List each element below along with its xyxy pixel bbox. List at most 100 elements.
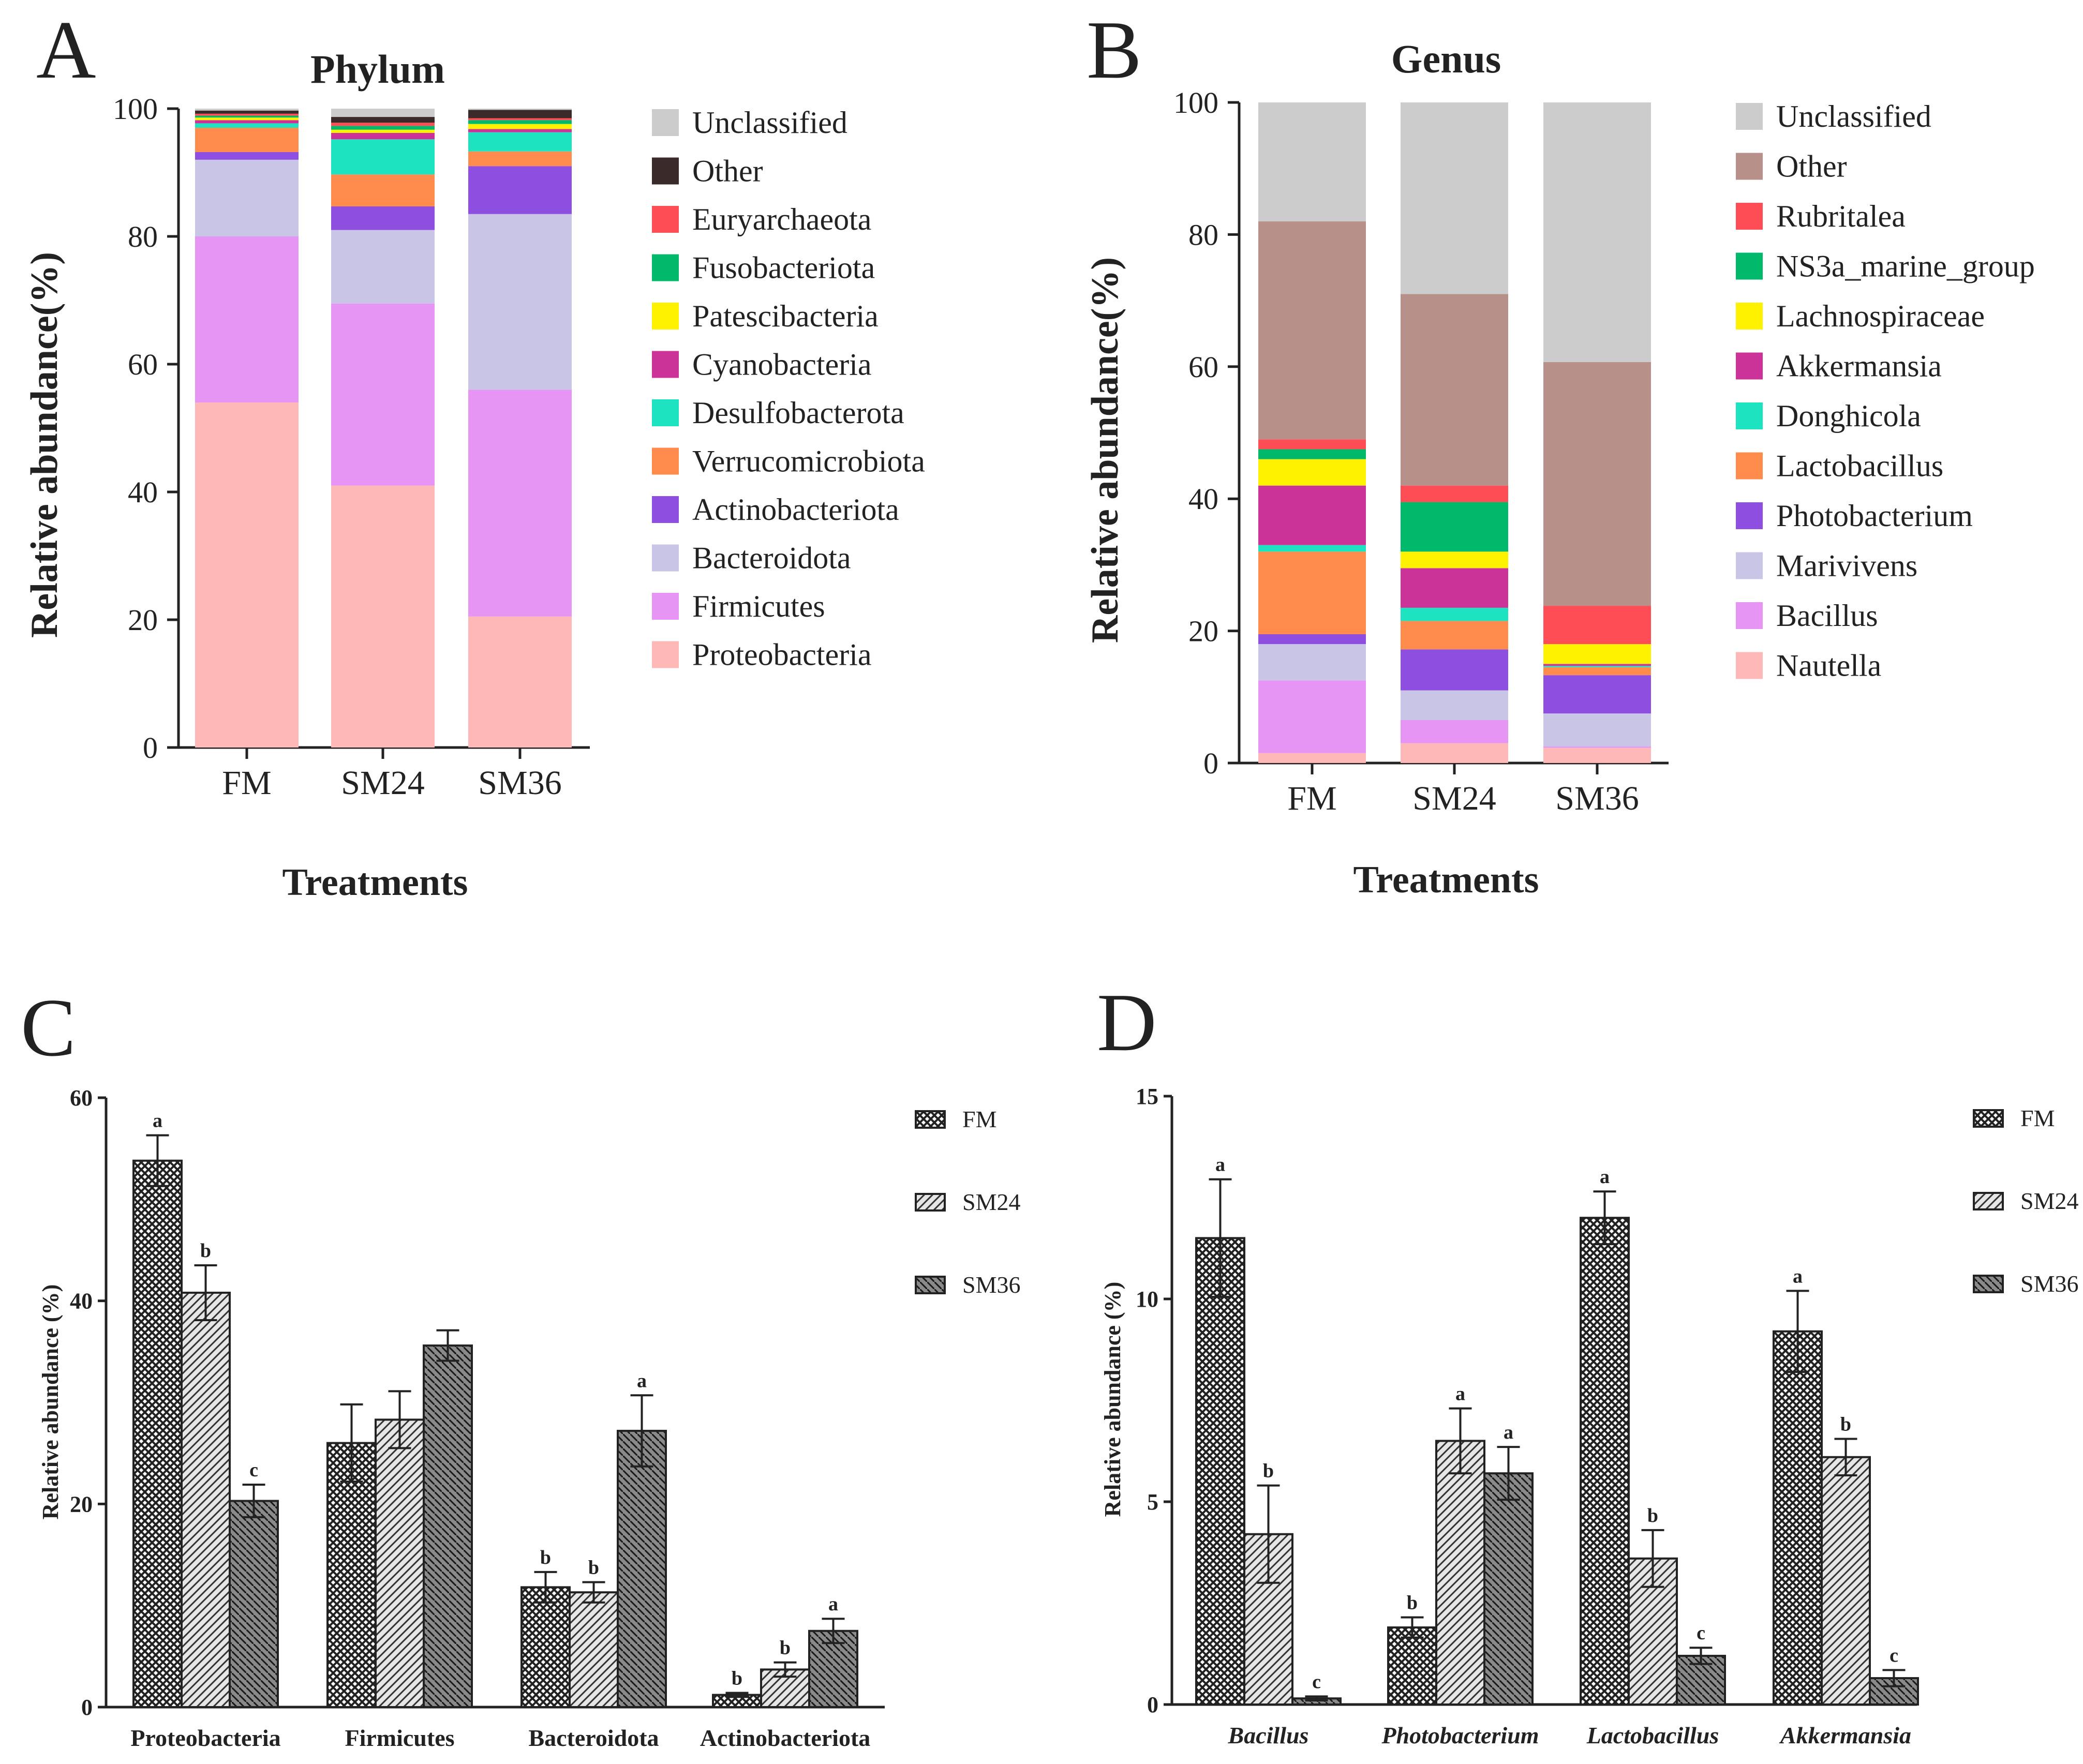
chart-a-title: Phylum bbox=[310, 47, 445, 92]
legend-swatch-desulfobacterota bbox=[652, 399, 679, 426]
legend-swatch-sm36 bbox=[915, 1276, 946, 1294]
panel-letter-b: B bbox=[1087, 4, 1142, 96]
bar-sm36-firmicutes bbox=[423, 1344, 473, 1708]
legend-label: Bacillus bbox=[1776, 599, 1878, 633]
legend-swatch-sm24 bbox=[915, 1193, 946, 1212]
y-tick-label: 20 bbox=[70, 1491, 93, 1517]
bar-segment-actinobacteriota bbox=[468, 166, 572, 214]
legend-swatch-actinobacteriota bbox=[652, 496, 679, 523]
bar-segment-bacillus bbox=[1401, 720, 1508, 743]
y-tick-label: 15 bbox=[1136, 1084, 1158, 1109]
bar-segment-ns3a-marine-group bbox=[1258, 449, 1366, 459]
significance-letter: b bbox=[780, 1637, 791, 1659]
significance-letter: b bbox=[588, 1557, 599, 1579]
bar-segment-bacillus bbox=[1543, 746, 1651, 748]
chart-b-plot: 0 20 40 60 80 100 FM SM24 SM36 bbox=[1173, 86, 1669, 817]
legend-label: SM24 bbox=[962, 1189, 1020, 1215]
legend-swatch-fm bbox=[1973, 1109, 2004, 1128]
legend-label: Actinobacteriota bbox=[692, 492, 899, 527]
legend-label: Rubritalea bbox=[1776, 199, 1906, 233]
bar-fm-akkermansia bbox=[1773, 1330, 1823, 1706]
bar-segment-patescibacteria bbox=[468, 124, 572, 129]
legend-label: Other bbox=[692, 154, 763, 188]
panel-letter-c: C bbox=[21, 981, 76, 1073]
significance-letter: c bbox=[1889, 1645, 1898, 1666]
bar-segment-photobacterium bbox=[1543, 675, 1651, 714]
significance-letter: b bbox=[1263, 1460, 1274, 1482]
legend-swatch-other bbox=[1736, 153, 1763, 180]
legend-swatch-lactobacillus bbox=[1736, 452, 1763, 480]
legend-swatch-ns3a-marine-group bbox=[1736, 252, 1763, 280]
bar-segment-unclassified bbox=[1543, 102, 1651, 362]
bar-segment-lachnospiraceae bbox=[1401, 551, 1508, 569]
y-tick-label: 20 bbox=[128, 603, 158, 637]
x-tick-label: FM bbox=[222, 764, 271, 802]
bar-segment-desulfobacterota bbox=[468, 132, 572, 152]
legend-label: Bacteroidota bbox=[692, 541, 851, 575]
bar-segment-actinobacteriota bbox=[195, 152, 299, 160]
legend-swatch-fusobacteriota bbox=[652, 254, 679, 281]
legend-swatch-photobacterium bbox=[1736, 502, 1763, 529]
significance-letter: a bbox=[828, 1593, 838, 1615]
bar-segment-donghicola bbox=[1543, 666, 1651, 667]
bar-segment-bacteroidota bbox=[468, 214, 572, 390]
legend-swatch-cyanobacteria bbox=[652, 351, 679, 378]
legend-swatch-patescibacteria bbox=[652, 303, 679, 330]
chart-a-xlabel: Treatments bbox=[282, 861, 468, 904]
panel-a-chart: Phylum Relative abundance(%) Treatments … bbox=[23, 47, 925, 904]
legend-label: Marivivens bbox=[1776, 549, 1917, 583]
chart-b-title: Genus bbox=[1391, 36, 1501, 81]
panel-b-chart: Genus Relative abundance(%) Treatments 0… bbox=[1084, 36, 2035, 901]
legend-swatch-verrucomicrobiota bbox=[652, 447, 679, 475]
bar-segment-marivivens bbox=[1258, 644, 1366, 681]
bar-segment-nautella bbox=[1543, 748, 1651, 763]
legend-swatch-unclassified bbox=[1736, 103, 1763, 130]
y-tick-label: 40 bbox=[70, 1289, 93, 1314]
bar-segment-cyanobacteria bbox=[468, 129, 572, 132]
significance-letter: a bbox=[1504, 1422, 1513, 1443]
significance-letter: a bbox=[153, 1110, 162, 1132]
bar-segment-firmicutes bbox=[195, 236, 299, 403]
legend-label: Lactobacillus bbox=[1776, 449, 1943, 483]
x-tick-label: SM36 bbox=[1555, 780, 1639, 817]
x-tick-label: SM36 bbox=[478, 764, 561, 802]
panel-c-chart: Relative abundance (%) 0 20 40 60 Proteobact… bbox=[38, 1085, 1020, 1751]
bar-sm24-akkermansia bbox=[1821, 1456, 1871, 1706]
legend-label: Verrucomicrobiota bbox=[692, 444, 925, 479]
bar-segment-unclassified bbox=[195, 109, 299, 111]
bar-segment-proteobacteria bbox=[331, 485, 435, 748]
legend-label: SM36 bbox=[2020, 1270, 2078, 1297]
bar-segment-akkermansia bbox=[1401, 568, 1508, 608]
significance-letter: b bbox=[200, 1240, 211, 1262]
bar-sm24-proteobacteria bbox=[181, 1291, 231, 1708]
bar-segment-photobacterium bbox=[1401, 649, 1508, 691]
legend-swatch-bacteroidota bbox=[652, 544, 679, 572]
bar-segment-lactobacillus bbox=[1543, 667, 1651, 676]
legend-swatch-akkermansia bbox=[1736, 352, 1763, 380]
x-tick-label: FM bbox=[1287, 780, 1336, 817]
chart-c-ylabel: Relative abundance (%) bbox=[38, 1284, 63, 1520]
category-label: Firmicutes bbox=[345, 1725, 454, 1751]
bar-segment-other bbox=[195, 110, 299, 114]
y-tick-label: 20 bbox=[1188, 615, 1218, 648]
y-tick-label: 100 bbox=[113, 92, 158, 126]
panel-letter-a: A bbox=[36, 4, 96, 96]
bar-segment-lachnospiraceae bbox=[1258, 459, 1366, 486]
bar-segment-marivivens bbox=[1401, 690, 1508, 720]
bar-segment-fusobacteriota bbox=[468, 120, 572, 124]
bar-segment-nautella bbox=[1258, 753, 1366, 763]
bar-segment-unclassified bbox=[468, 109, 572, 110]
significance-letter: c bbox=[1312, 1671, 1321, 1693]
legend-swatch-marivivens bbox=[1736, 552, 1763, 579]
significance-letter: b bbox=[1840, 1413, 1851, 1435]
legend-label: Patescibacteria bbox=[692, 299, 879, 333]
bar-segment-other bbox=[1401, 294, 1508, 486]
y-tick-label: 0 bbox=[1147, 1692, 1158, 1717]
bar-segment-proteobacteria bbox=[195, 402, 299, 748]
bar-segment-patescibacteria bbox=[331, 129, 435, 133]
legend-label: SM36 bbox=[962, 1272, 1020, 1298]
chart-c-plot: 0 20 40 60 Proteobacteria a b c Firmicutes Bacter… bbox=[70, 1085, 885, 1751]
legend-label: Donghicola bbox=[1776, 399, 1921, 433]
bar-segment-lachnospiraceae bbox=[1543, 644, 1651, 664]
legend-label: Firmicutes bbox=[692, 589, 825, 623]
